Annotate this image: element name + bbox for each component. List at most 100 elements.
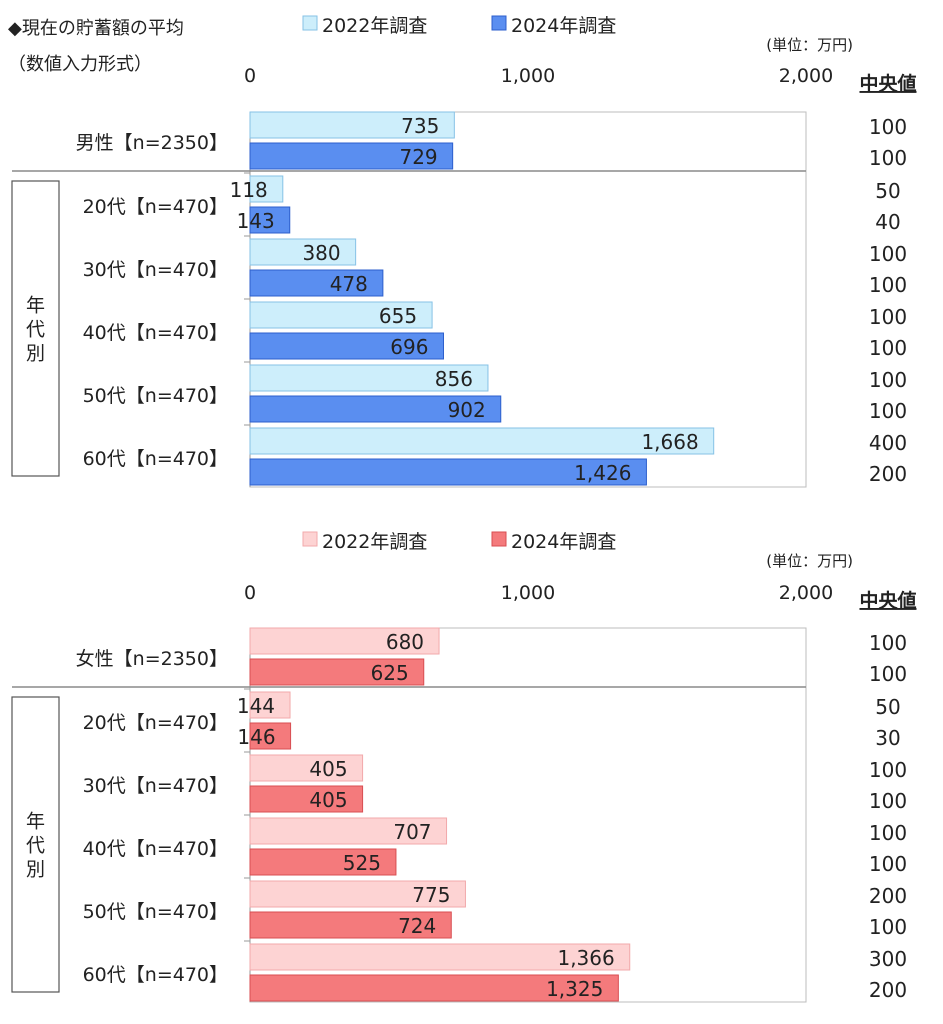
category-label: 女性【n=2350】 [76,648,228,670]
bar-value-label: 856 [435,367,473,391]
bar-2022 [249,301,433,329]
bar-value-label: 735 [401,114,439,138]
legend-swatch-2022 [302,15,318,31]
age-group-label-char: 別 [26,859,45,881]
category-label: 40代【n=470】 [83,838,228,860]
bar-value-label: 405 [309,788,347,812]
median-value: 100 [869,399,907,423]
age-group-label-char: 年 [26,295,45,317]
bar-value-label: 1,426 [574,461,631,485]
median-value: 100 [869,915,907,939]
bar-2022 [249,111,455,139]
median-value: 100 [869,821,907,845]
bar-2024 [249,458,647,486]
legend-swatch-2024 [491,531,507,547]
median-value: 50 [875,179,900,203]
bar-value-label: 525 [343,851,381,875]
category-label: 60代【n=470】 [83,448,228,470]
legend-swatch-2022 [302,531,318,547]
age-group-box [11,180,60,477]
bar-2024 [249,206,291,234]
chart-title: ◆現在の貯蓄額の平均 [8,18,184,39]
unit-label: (単位：万円) [766,552,853,570]
bar-value-label: 478 [330,272,368,296]
bar-value-label: 680 [386,630,424,654]
bar-2024 [249,269,384,297]
bar-2022 [249,943,631,971]
bar-2024 [249,395,502,423]
bar-2022 [249,627,440,655]
age-group-label-char: 代 [26,835,45,857]
median-value: 100 [869,368,907,392]
median-header: 中央値 [859,589,916,612]
x-tick-label: 1,000 [501,65,555,87]
bar-value-label: 775 [412,883,450,907]
legend-label-2022: 2022年調査 [322,15,427,37]
category-label: 男性【n=2350】 [76,132,228,154]
legend-label-2024: 2024年調査 [511,15,616,37]
bar-value-label: 724 [398,914,436,938]
bar-2022 [249,364,489,392]
bar-2024 [249,848,397,876]
unit-label: (単位：万円) [766,36,853,54]
bar-value-label: 405 [309,757,347,781]
category-label: 20代【n=470】 [83,196,228,218]
bar-value-label: 1,668 [641,430,698,454]
bar-2024 [249,974,619,1002]
bar-value-label: 144 [237,694,275,718]
median-value: 50 [875,695,900,719]
bar-2022 [249,754,364,782]
median-value: 100 [869,305,907,329]
median-value: 100 [869,758,907,782]
age-group-label-char: 年 [26,811,45,833]
median-value: 400 [869,431,907,455]
bar-value-label: 380 [302,241,340,265]
bar-value-label: 729 [399,145,437,169]
bar-2024 [249,142,454,170]
bar-2024 [249,658,425,686]
median-value: 100 [869,631,907,655]
median-value: 100 [869,662,907,686]
bar-2022 [249,238,357,266]
bar-value-label: 655 [379,304,417,328]
median-value: 100 [869,115,907,139]
age-group-label-char: 別 [26,343,45,365]
x-tick-label: 2,000 [779,582,833,604]
median-value: 300 [869,947,907,971]
bar-2024 [249,785,364,813]
age-group-label-char: 代 [26,319,45,341]
bar-value-label: 902 [448,398,486,422]
bar-2022 [249,691,291,719]
median-value: 100 [869,336,907,360]
median-header: 中央値 [859,72,916,95]
legend-label-2024: 2024年調査 [511,531,616,553]
legend-label-2022: 2022年調査 [322,531,427,553]
bar-value-label: 625 [371,661,409,685]
bar-value-label: 696 [390,335,428,359]
bar-value-label: 118 [230,178,268,202]
category-label: 50代【n=470】 [83,385,228,407]
x-tick-label: 0 [244,65,256,87]
category-label: 20代【n=470】 [83,712,228,734]
bar-value-label: 707 [393,820,431,844]
median-value: 100 [869,852,907,876]
x-tick-label: 2,000 [779,65,833,87]
x-tick-label: 1,000 [501,582,555,604]
median-value: 200 [869,884,907,908]
bar-2024 [249,911,452,939]
bar-2022 [249,880,466,908]
bar-value-label: 1,366 [557,946,614,970]
category-label: 50代【n=470】 [83,901,228,923]
median-value: 200 [869,462,907,486]
category-label: 40代【n=470】 [83,322,228,344]
category-label: 60代【n=470】 [83,964,228,986]
bar-2024 [249,722,292,750]
bar-value-label: 146 [237,725,275,749]
age-group-box [11,696,60,993]
legend-swatch-2024 [491,15,507,31]
bar-value-label: 1,325 [546,977,603,1001]
bar-2024 [249,332,444,360]
